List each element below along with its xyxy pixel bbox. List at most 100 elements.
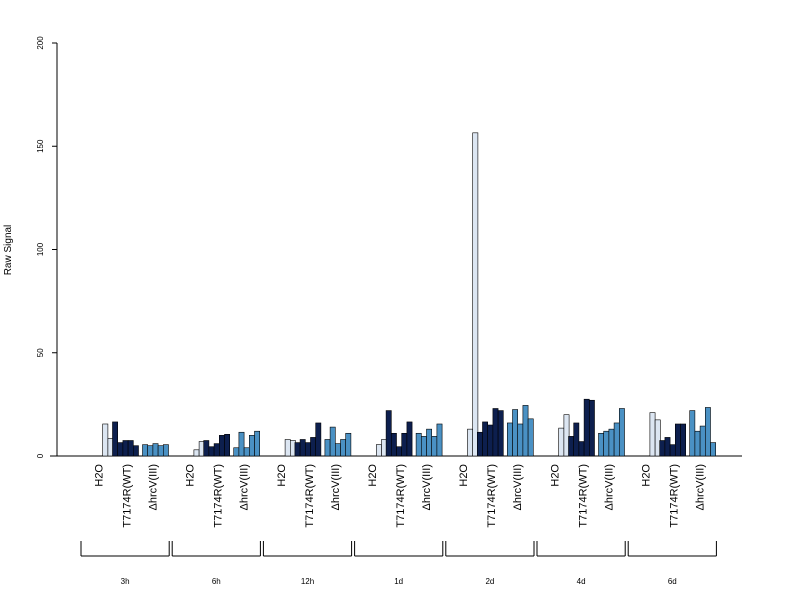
treatment-label: H2O	[276, 464, 288, 487]
y-axis: 0 50 100 150 200	[36, 36, 58, 458]
treatment-label: T7174R(WT)	[121, 464, 133, 528]
bar	[618, 408, 625, 457]
treatment-label: T7174R(WT)	[395, 464, 407, 528]
bar	[340, 439, 346, 457]
bar	[310, 437, 316, 457]
bar	[127, 440, 134, 457]
bar	[233, 447, 240, 457]
timepoint-groups: 3h 6h 12h 1d 2d 4d 6d	[80, 541, 717, 586]
treatment-label: ΔhrcV(III)	[147, 464, 159, 510]
y-tick-label: 200	[36, 36, 45, 50]
bar	[603, 430, 610, 457]
treatment-label: T7174R(WT)	[486, 464, 498, 528]
bar	[527, 418, 534, 457]
bar	[613, 422, 620, 457]
bar	[680, 423, 686, 457]
bar	[238, 431, 245, 457]
bar	[522, 405, 529, 457]
bar	[122, 440, 129, 457]
bar	[415, 432, 422, 457]
bar	[482, 421, 488, 457]
bar	[345, 432, 352, 457]
bar	[649, 412, 656, 457]
bar	[578, 441, 585, 457]
bar	[254, 430, 260, 457]
bar	[390, 432, 397, 457]
bar	[512, 409, 518, 457]
bar	[385, 410, 392, 457]
bar	[583, 398, 590, 457]
treatment-label: H2O	[641, 464, 653, 487]
y-tick-label: 150	[36, 139, 45, 153]
bar	[517, 423, 524, 457]
treatment-labels: H2O T7174R(WT) ΔhrcV(III) H2O T7174R(WT) Δhrc…	[93, 464, 706, 528]
bar	[704, 407, 711, 457]
bar	[203, 440, 210, 457]
timepoint-label: 12h	[301, 577, 314, 586]
bar	[568, 436, 574, 457]
bar	[659, 440, 666, 457]
timepoint-label: 1d	[394, 577, 403, 586]
bar	[476, 431, 483, 457]
timepoint-label: 2d	[485, 577, 494, 586]
bar	[249, 435, 255, 457]
bar	[304, 442, 311, 457]
bar	[117, 442, 124, 457]
bar	[133, 445, 139, 457]
bar	[710, 442, 716, 457]
bar	[401, 432, 408, 457]
treatment-label: H2O	[458, 464, 470, 487]
treatment-label: ΔhrcV(III)	[239, 464, 251, 510]
bar	[112, 421, 118, 457]
bar	[324, 439, 331, 457]
bar	[669, 444, 676, 457]
bar	[664, 437, 671, 457]
bar	[157, 445, 164, 457]
bar	[193, 449, 200, 457]
bar	[426, 428, 432, 457]
bar	[208, 446, 215, 457]
y-tick-label: 0	[36, 453, 45, 458]
bar	[224, 434, 230, 457]
bar	[299, 439, 306, 457]
y-axis-title: Raw Signal	[3, 225, 14, 276]
treatment-label: H2O	[549, 464, 561, 487]
bars	[102, 132, 716, 457]
bar	[284, 439, 291, 457]
treatment-label: T7174R(WT)	[669, 464, 681, 528]
bar	[694, 430, 701, 457]
bar	[588, 399, 595, 457]
bar	[467, 428, 473, 457]
treatment-label: ΔhrcV(III)	[695, 464, 707, 510]
bar	[163, 444, 169, 457]
bar	[563, 414, 570, 457]
bar	[213, 443, 220, 457]
bar	[294, 442, 301, 457]
bar	[506, 422, 513, 457]
bar	[396, 446, 402, 457]
bar	[598, 432, 604, 457]
treatment-label: ΔhrcV(III)	[512, 464, 524, 510]
bar	[147, 445, 154, 457]
bar	[142, 444, 148, 457]
treatment-label: T7174R(WT)	[577, 464, 589, 528]
bar	[406, 421, 413, 457]
bar	[573, 422, 580, 457]
timepoint-label: 3h	[121, 577, 130, 586]
bar	[152, 443, 159, 457]
bar	[497, 410, 504, 457]
bar	[436, 423, 443, 457]
treatment-label: H2O	[185, 464, 197, 487]
bar	[375, 444, 382, 457]
y-tick-label: 50	[36, 348, 45, 357]
treatment-label: H2O	[367, 464, 379, 487]
treatment-label: ΔhrcV(III)	[421, 464, 433, 510]
bar	[699, 425, 706, 457]
bar	[689, 410, 696, 457]
bar	[431, 436, 438, 457]
bar	[334, 443, 341, 457]
y-tick-label: 100	[36, 242, 45, 256]
treatment-label: T7174R(WT)	[213, 464, 225, 528]
bar	[472, 132, 479, 457]
